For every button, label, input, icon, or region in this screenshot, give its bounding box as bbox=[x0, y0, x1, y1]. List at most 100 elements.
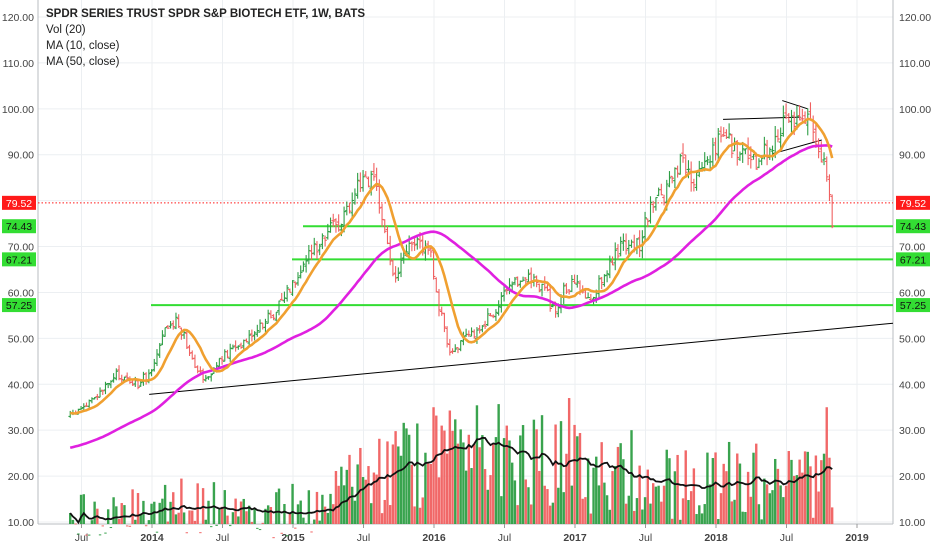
ohlc-bar bbox=[160, 330, 165, 346]
ohlc-bar bbox=[605, 270, 609, 283]
volume-bar bbox=[592, 467, 595, 524]
ohlc-bar bbox=[805, 108, 810, 136]
volume-bar bbox=[375, 474, 378, 524]
ohlc-bar bbox=[355, 172, 360, 199]
volume-bar bbox=[435, 415, 438, 524]
ohlc-bar bbox=[166, 325, 170, 330]
ohlc-bar bbox=[648, 196, 653, 224]
price-label-left: 57.25 bbox=[6, 300, 32, 312]
volume-bar bbox=[218, 509, 221, 524]
x-tick-label: Jul bbox=[75, 532, 88, 544]
ohlc-bar bbox=[244, 338, 249, 343]
volume-bar bbox=[291, 483, 294, 524]
volume-bar bbox=[654, 486, 658, 524]
volume-bar bbox=[410, 464, 414, 524]
volume-bar bbox=[445, 453, 449, 524]
ohlc-bar bbox=[540, 283, 544, 297]
volume-bar bbox=[131, 489, 134, 524]
ohlc-bar bbox=[683, 154, 688, 178]
volume-bar bbox=[342, 485, 346, 524]
price-label-right: 79.52 bbox=[900, 198, 926, 210]
volume-bar bbox=[351, 486, 354, 524]
ohlc-bar bbox=[740, 141, 745, 163]
volume-bar bbox=[614, 466, 617, 524]
volume-bar bbox=[641, 509, 644, 524]
ohlc-bar bbox=[692, 178, 696, 192]
volume-bar bbox=[429, 464, 433, 524]
volume-bar bbox=[486, 489, 489, 524]
y-tick-label-right: 70.00 bbox=[899, 242, 925, 254]
ohlc-bar bbox=[317, 243, 322, 256]
price-label-box-left bbox=[2, 219, 36, 234]
ohlc-bar bbox=[103, 381, 108, 395]
volume-bar bbox=[283, 504, 286, 524]
legend-volume: Vol (20) bbox=[46, 24, 86, 36]
x-tick-label: 2014 bbox=[140, 532, 164, 544]
ohlc-bar bbox=[157, 343, 162, 358]
volume-bar bbox=[79, 494, 83, 524]
volume-bar bbox=[315, 491, 319, 524]
ohlc-bar bbox=[570, 275, 574, 292]
ohlc-bar bbox=[288, 288, 292, 293]
volume-bar bbox=[749, 496, 753, 524]
ohlc-bar bbox=[797, 105, 802, 121]
volume-bar bbox=[185, 532, 189, 534]
volume-bar bbox=[717, 519, 720, 524]
volume-bar bbox=[481, 435, 484, 524]
ohlc-bar bbox=[597, 275, 601, 300]
volume-bar bbox=[210, 526, 213, 528]
volume-bar bbox=[803, 451, 807, 524]
ohlc-bar bbox=[437, 288, 441, 317]
volume-bar bbox=[793, 475, 796, 524]
ohlc-bar bbox=[515, 276, 520, 287]
ohlc-bar bbox=[467, 330, 471, 337]
volume-bar bbox=[779, 485, 782, 524]
ohlc-bar bbox=[263, 318, 268, 333]
volume-bar bbox=[82, 494, 85, 524]
y-tick-label-left: 30.00 bbox=[8, 425, 34, 437]
x-tick-label: Jul bbox=[357, 532, 370, 544]
x-tick-label: Jul bbox=[498, 532, 511, 544]
ohlc-bar bbox=[274, 311, 279, 322]
volume-bar bbox=[134, 519, 137, 524]
volume-bar bbox=[657, 485, 660, 524]
volume-bar bbox=[326, 512, 330, 524]
volume-bar bbox=[456, 443, 460, 524]
legend-ma-50: MA (50, close) bbox=[46, 56, 120, 68]
ohlc-bar bbox=[320, 233, 325, 250]
volume-bar bbox=[771, 490, 774, 524]
y-tick-label-left: 20.00 bbox=[8, 471, 34, 483]
volume-bar bbox=[652, 483, 655, 524]
volume-bar bbox=[633, 510, 636, 524]
volume-bar bbox=[323, 506, 327, 524]
volume-bar bbox=[513, 480, 517, 524]
ohlc-bar bbox=[645, 218, 650, 228]
ohlc-bar bbox=[168, 321, 173, 329]
volume-bar bbox=[774, 458, 777, 524]
volume-bar bbox=[109, 527, 113, 529]
volume-bar bbox=[806, 451, 809, 524]
ohlc-bar bbox=[827, 174, 832, 202]
y-axis-labels: 10.00 10.00 20.00 20.00 30.00 30.00 40.00 40.00… bbox=[2, 12, 931, 529]
ohlc-bar bbox=[250, 329, 254, 342]
ohlc-bar bbox=[445, 326, 449, 348]
ohlc-bar bbox=[705, 156, 710, 166]
volume-bar bbox=[402, 422, 405, 524]
ohlc-bar bbox=[304, 255, 308, 273]
ohlc-bar bbox=[610, 256, 615, 266]
ohlc-bar bbox=[347, 202, 352, 214]
ohlc-bar bbox=[301, 261, 306, 272]
volume-bar bbox=[559, 421, 563, 524]
volume-bar bbox=[364, 479, 367, 524]
volume-bar bbox=[144, 525, 148, 527]
volume-bar bbox=[294, 527, 297, 529]
volume-bar bbox=[90, 520, 94, 524]
volume-bar bbox=[595, 456, 598, 524]
y-tick-label-right: 30.00 bbox=[899, 425, 925, 437]
ohlc-bar bbox=[92, 397, 97, 400]
volume-bar bbox=[611, 471, 614, 524]
volume-bar bbox=[340, 466, 343, 524]
price-label-box-right bbox=[896, 252, 930, 267]
ohlc-bar bbox=[382, 219, 387, 234]
